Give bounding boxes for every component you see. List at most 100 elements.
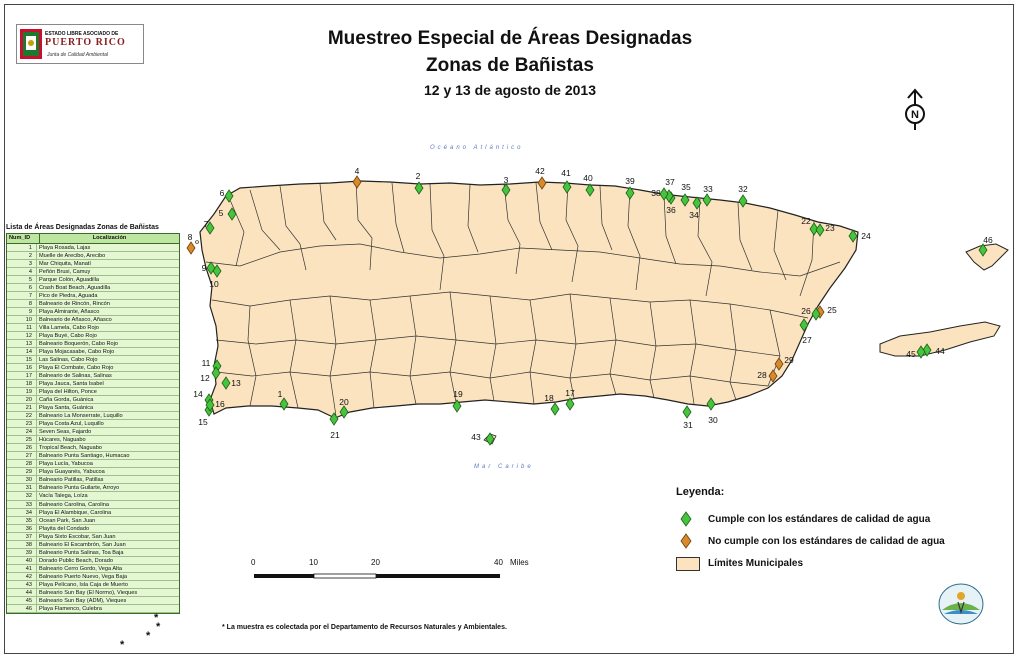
site-marker-fail bbox=[537, 176, 547, 190]
site-label: 15 bbox=[198, 417, 208, 427]
table-row: 30 Balneario Patillas, Patillas bbox=[7, 476, 179, 485]
row-id: 24 bbox=[7, 428, 37, 436]
site-marker-pass bbox=[339, 405, 349, 419]
row-id: 26 bbox=[7, 444, 37, 452]
table-row: 14 Playa Mojacasabe, Cabo Rojo bbox=[7, 348, 179, 357]
table-row: 33 Balneario Carolina, Carolina bbox=[7, 500, 179, 509]
site-label: 27 bbox=[802, 335, 812, 345]
row-location: Balneario El Escambrón, San Juan bbox=[39, 541, 126, 548]
site-marker-pass bbox=[811, 307, 821, 321]
scale-unit: Miles bbox=[510, 558, 529, 567]
row-id: 39 bbox=[7, 548, 37, 556]
site-marker-fail bbox=[352, 175, 362, 189]
site-label: 39 bbox=[625, 176, 635, 186]
row-location: Playa Lucía, Yabucoa bbox=[39, 461, 93, 468]
table-row: 38 Balneario El Escambrón, San Juan bbox=[7, 540, 179, 549]
row-id: 41 bbox=[7, 564, 37, 572]
row-location: Balneario Punta Salinas, Toa Baja bbox=[39, 549, 124, 556]
row-id: 44 bbox=[7, 588, 37, 596]
map-frame bbox=[4, 4, 1014, 654]
row-id: 18 bbox=[7, 380, 37, 388]
table-row: 27 Balneario Punta Santiago, Humacao bbox=[7, 452, 179, 461]
row-id: 8 bbox=[7, 300, 37, 308]
site-label: 35 bbox=[681, 182, 691, 192]
site-list-body: 1 Playa Rosada, Lajas 2 Muelle de Arecibo, … bbox=[7, 244, 179, 613]
site-label: 46 bbox=[983, 235, 993, 245]
site-marker-pass bbox=[585, 183, 595, 197]
row-id: 46 bbox=[7, 604, 37, 612]
seal-icon bbox=[20, 29, 42, 59]
site-label: 23 bbox=[825, 223, 835, 233]
green-diamond-icon bbox=[680, 511, 692, 527]
table-row: 6 Crash Boat Beach, Aguadilla bbox=[7, 284, 179, 293]
row-location: Crash Boat Beach, Aguadilla bbox=[39, 285, 111, 292]
table-row: 41 Balneario Cerro Gordo, Vega Alta bbox=[7, 564, 179, 573]
row-id: 19 bbox=[7, 388, 37, 396]
site-marker-fail bbox=[774, 357, 784, 371]
site-marker-pass bbox=[978, 243, 988, 257]
row-location: Playa Mojacasabe, Cabo Rojo bbox=[39, 349, 115, 356]
site-marker-pass bbox=[501, 183, 511, 197]
site-label: 20 bbox=[339, 397, 349, 407]
row-location: Balneario Patillas, Patillas bbox=[39, 477, 104, 484]
row-id: 2 bbox=[7, 252, 37, 260]
site-label: 24 bbox=[861, 231, 871, 241]
table-row: 9 Playa Almirante, Añasco bbox=[7, 308, 179, 317]
row-location: Balneario La Monserrate, Luquillo bbox=[39, 413, 123, 420]
row-location: Peñón Brusi, Camuy bbox=[39, 269, 91, 276]
row-id: 43 bbox=[7, 580, 37, 588]
asterisk-icon: * bbox=[156, 621, 161, 633]
site-label: 16 bbox=[215, 399, 225, 409]
site-marker-pass bbox=[625, 186, 635, 200]
caribbean-sea-label: Mar Caribe bbox=[474, 464, 534, 470]
table-row: 5 Parque Colón, Aguadilla bbox=[7, 276, 179, 285]
row-id: 27 bbox=[7, 452, 37, 460]
site-label: 14 bbox=[193, 389, 203, 399]
row-id: 45 bbox=[7, 596, 37, 604]
row-location: Balneario Punta Guilarte, Arroyo bbox=[39, 485, 120, 492]
north-arrow-icon: N bbox=[905, 88, 925, 130]
row-location: Playa Jauca, Santa Isabel bbox=[39, 381, 104, 388]
site-label: 18 bbox=[544, 393, 554, 403]
table-row: 23 Playa Costa Azul, Luquillo bbox=[7, 420, 179, 429]
row-id: 4 bbox=[7, 268, 37, 276]
row-location: Balneario Sun Bay (El Normo), Vieques bbox=[39, 589, 138, 596]
site-label: 8 bbox=[188, 232, 193, 242]
row-id: 37 bbox=[7, 532, 37, 540]
site-label: 1 bbox=[278, 389, 283, 399]
row-location: Playa Almirante, Añasco bbox=[39, 309, 100, 316]
row-id: 40 bbox=[7, 556, 37, 564]
row-location: Balneario Cerro Gordo, Vega Alta bbox=[39, 565, 123, 572]
table-row: 46 Playa Flamenco, Culebra bbox=[7, 604, 179, 613]
table-row: 13 Balneario Boquerón, Cabo Rojo bbox=[7, 340, 179, 349]
row-location: Playa Santa, Guánica bbox=[39, 405, 94, 412]
table-row: 15 Las Salinas, Cabo Rojo bbox=[7, 356, 179, 365]
table-row: 39 Balneario Punta Salinas, Toa Baja bbox=[7, 548, 179, 557]
row-location: Las Salinas, Cabo Rojo bbox=[39, 357, 98, 364]
site-label: 36 bbox=[666, 205, 676, 215]
scale-tick-10: 10 bbox=[309, 558, 318, 567]
table-row: 8 Balneario de Rincón, Rincón bbox=[7, 300, 179, 309]
row-location: Dorado Public Beach, Dorado bbox=[39, 557, 114, 564]
legend-item-pass: Cumple con los estándares de calidad de … bbox=[676, 508, 945, 530]
table-row: 32 Vacía Talega, Loíza bbox=[7, 492, 179, 501]
site-marker-pass bbox=[485, 432, 495, 446]
site-marker-pass bbox=[221, 376, 231, 390]
site-marker-pass bbox=[562, 180, 572, 194]
legend: Leyenda: Cumple con los estándares de ca… bbox=[676, 486, 945, 574]
row-id: 11 bbox=[7, 324, 37, 332]
site-marker-pass bbox=[659, 187, 669, 201]
table-row: 16 Playa El Combate, Cabo Rojo bbox=[7, 364, 179, 373]
row-id: 17 bbox=[7, 372, 37, 380]
row-location: Balneario Boquerón, Cabo Rojo bbox=[39, 341, 118, 348]
site-label: 33 bbox=[703, 184, 713, 194]
table-row: 35 Ocean Park, San Juan bbox=[7, 516, 179, 525]
row-location: Balneario Sun Bay (ADM), Vieques bbox=[39, 597, 127, 604]
site-marker-fail bbox=[186, 241, 196, 255]
row-location: Parque Colón, Aguadilla bbox=[39, 277, 100, 284]
logo-text-agency: Junta de Calidad Ambiental bbox=[47, 52, 108, 58]
table-row: 11 Villa Lamela, Cabo Rojo bbox=[7, 324, 179, 333]
row-id: 10 bbox=[7, 316, 37, 324]
row-id: 13 bbox=[7, 340, 37, 348]
